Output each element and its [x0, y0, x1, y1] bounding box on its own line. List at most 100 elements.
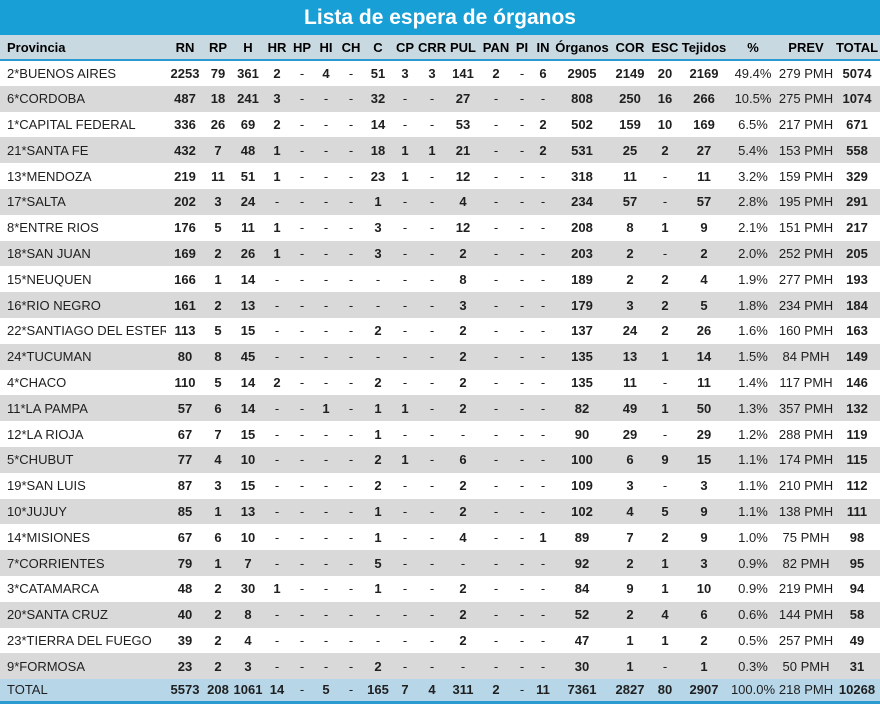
value-cell: - [348, 220, 354, 236]
value-cell: - [429, 271, 435, 287]
value-cell: 159 [619, 116, 641, 132]
value-cell: - [348, 323, 354, 339]
value-cell: - [299, 65, 305, 81]
value-cell: 169 [693, 116, 715, 132]
value-cell: - [429, 478, 435, 494]
value-cell: - [348, 503, 354, 519]
value-cell: - [540, 323, 546, 339]
value-cell: 12 [455, 168, 471, 184]
value-cell: 49 [849, 632, 865, 648]
table-row: 3*CATAMARCA 48 2 30 1- - -1- -2- - -84 9 1 10 0.9% 219… [0, 575, 880, 602]
value-cell: 16 [657, 91, 673, 107]
value-cell: - [299, 194, 305, 210]
value-cell: 250 [619, 91, 641, 107]
value-cell: - [323, 271, 329, 287]
value-cell: 7 [244, 555, 252, 571]
value-cell: - [274, 529, 280, 545]
value-cell: 11 [211, 168, 225, 184]
value-cell: - [348, 374, 354, 390]
column-header: H [232, 35, 264, 61]
value-cell: 23 [177, 658, 193, 674]
table-row: 20*SANTA CRUZ 40 2 8- - - - - - -2- - -52 2 4 6 0.6% 144… [0, 601, 880, 628]
value-cell: - [402, 297, 408, 313]
value-cell: 2 [273, 65, 281, 81]
province-cell: 12*LA RIOJA [7, 426, 84, 442]
value-cell: 67 [177, 426, 193, 442]
value-cell: 10 [696, 581, 712, 597]
value-cell: - [375, 607, 381, 623]
value-cell: 1 [374, 400, 382, 416]
value-cell: - [493, 91, 499, 107]
value-cell: 98 [849, 529, 865, 545]
value-cell: 2 [539, 116, 547, 132]
value-cell: - [323, 555, 329, 571]
value-cell: 1 [661, 400, 669, 416]
value-cell: 137 [571, 323, 593, 339]
value-cell: - [348, 142, 354, 158]
value-cell: 14 [240, 271, 256, 287]
value-cell: 184 [846, 297, 868, 313]
value-cell: - [540, 349, 546, 365]
value-cell: - [493, 142, 499, 158]
value-cell: 2 [214, 297, 222, 313]
value-cell: 2 [626, 555, 634, 571]
value-cell: - [274, 503, 280, 519]
value-cell: 1 [700, 658, 708, 674]
total-row: TOTAL 5573 208 1061 14-5-165 7 4 311 2-11 7361 282… [0, 679, 880, 703]
value-cell: - [348, 91, 354, 107]
value-cell: 2 [374, 478, 382, 494]
value-cell: 531 [571, 142, 593, 158]
value-cell: 48 [177, 581, 193, 597]
value-cell: - [274, 271, 280, 287]
value-cell: 3 [374, 245, 382, 261]
value-cell: 2 [214, 607, 222, 623]
value-cell: - [348, 349, 354, 365]
value-cell: 75 PMH [782, 529, 830, 545]
value-cell: 4 [661, 607, 669, 623]
table-row: 23*TIERRA DEL FUEGO 39 2 4- - - - - - -2- - -47 1 1 2 0… [0, 627, 880, 654]
value-cell: - [662, 245, 668, 261]
value-cell: 8 [459, 271, 467, 287]
value-cell: - [348, 452, 354, 468]
value-cell: - [402, 91, 408, 107]
value-cell: - [493, 607, 499, 623]
value-cell: 252 PMH [778, 245, 834, 261]
value-cell: 202 [174, 194, 196, 210]
value-cell: 9 [700, 220, 708, 236]
value-cell: - [519, 142, 525, 158]
value-cell: - [429, 91, 435, 107]
value-cell: - [323, 529, 329, 545]
value-cell: - [460, 426, 466, 442]
value-cell: - [323, 452, 329, 468]
value-cell: - [519, 245, 525, 261]
value-cell: 808 [571, 91, 593, 107]
value-cell: - [493, 220, 499, 236]
value-cell: - [493, 374, 499, 390]
value-cell: - [402, 503, 408, 519]
value-cell: - [429, 658, 435, 674]
province-cell: 15*NEUQUEN [7, 271, 92, 287]
value-cell: 2 [459, 323, 467, 339]
value-cell: - [402, 194, 408, 210]
value-cell: 161 [174, 297, 196, 313]
value-cell: 3 [214, 194, 222, 210]
value-cell: 1.2% [738, 426, 768, 442]
value-cell: 1 [214, 503, 222, 519]
value-cell: - [348, 245, 354, 261]
value-cell: - [493, 581, 499, 597]
value-cell: 2 [459, 245, 467, 261]
value-cell: 24 [622, 323, 638, 339]
value-cell: 27 [696, 142, 712, 158]
value-cell: - [299, 682, 305, 698]
value-cell: 558 [846, 142, 868, 158]
value-cell: - [375, 271, 381, 287]
value-cell: 1 [273, 168, 281, 184]
value-cell: - [323, 607, 329, 623]
value-cell: - [429, 529, 435, 545]
province-cell: 19*SAN LUIS [7, 478, 86, 494]
value-cell: 10 [657, 116, 673, 132]
value-cell: 18 [210, 91, 226, 107]
value-cell: 135 [571, 349, 593, 365]
value-cell: 10 [240, 452, 256, 468]
